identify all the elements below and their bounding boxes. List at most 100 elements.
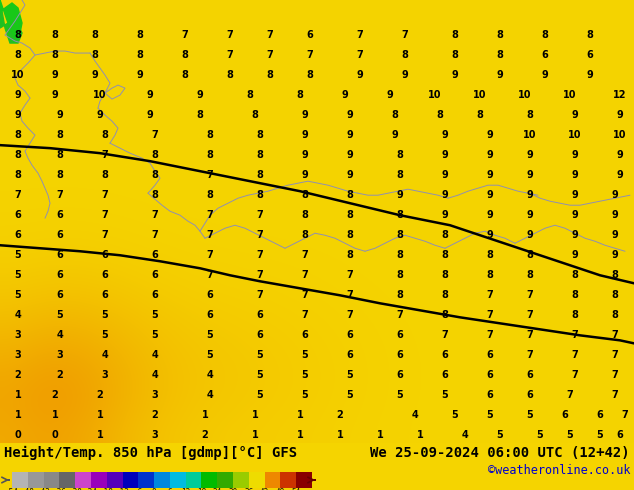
Text: 9: 9: [487, 170, 493, 180]
Bar: [186, 472, 202, 488]
Text: 9: 9: [136, 70, 143, 80]
Text: 6: 6: [56, 230, 63, 240]
Text: 9: 9: [96, 110, 103, 120]
Text: 9: 9: [612, 210, 618, 220]
Text: 7: 7: [257, 210, 263, 220]
Text: 8: 8: [257, 170, 264, 180]
Text: 9: 9: [347, 110, 353, 120]
Text: 8: 8: [572, 270, 578, 280]
Text: 6: 6: [152, 290, 158, 300]
Text: 8: 8: [527, 250, 533, 260]
Text: 8: 8: [441, 270, 448, 280]
Text: 8: 8: [396, 210, 403, 220]
Bar: [264, 472, 280, 488]
Text: 7: 7: [101, 210, 108, 220]
Text: 6: 6: [152, 250, 158, 260]
Text: 5: 5: [15, 250, 22, 260]
Text: 7: 7: [101, 190, 108, 200]
Text: 8: 8: [437, 110, 443, 120]
Text: 8: 8: [15, 130, 22, 140]
Text: 8: 8: [207, 190, 214, 200]
Text: 7: 7: [101, 150, 108, 160]
Text: We 25-09-2024 06:00 UTC (12+42): We 25-09-2024 06:00 UTC (12+42): [370, 446, 630, 460]
Text: 9: 9: [387, 90, 393, 100]
Text: 8: 8: [257, 190, 264, 200]
Bar: [202, 472, 217, 488]
Bar: [12, 472, 28, 488]
Text: 2: 2: [51, 391, 58, 400]
Text: 6: 6: [207, 310, 214, 320]
Text: 8: 8: [15, 150, 22, 160]
Text: 10: 10: [11, 70, 25, 80]
Text: 7: 7: [302, 270, 308, 280]
Text: 1: 1: [297, 430, 304, 441]
Text: -30: -30: [68, 488, 82, 490]
Bar: [296, 472, 312, 488]
Text: 8: 8: [572, 290, 578, 300]
Text: 7: 7: [207, 270, 214, 280]
Text: -54: -54: [5, 488, 19, 490]
Text: 6: 6: [562, 411, 568, 420]
Text: 9: 9: [572, 250, 578, 260]
Text: 8: 8: [101, 130, 108, 140]
Text: 9: 9: [392, 130, 398, 140]
Text: 6: 6: [397, 330, 403, 341]
Text: 9: 9: [487, 210, 493, 220]
Bar: [44, 472, 60, 488]
Text: 9: 9: [51, 90, 58, 100]
Text: 7: 7: [487, 330, 493, 341]
Text: 5: 5: [15, 290, 22, 300]
Text: 5: 5: [451, 411, 458, 420]
Text: 9: 9: [527, 170, 533, 180]
Text: 10: 10: [563, 90, 577, 100]
Text: 8: 8: [396, 250, 403, 260]
Text: 18: 18: [197, 488, 206, 490]
Text: 7: 7: [487, 290, 493, 300]
Text: 8: 8: [207, 130, 214, 140]
Text: 7: 7: [612, 350, 618, 360]
Text: 8: 8: [136, 50, 143, 60]
Text: 5: 5: [207, 350, 214, 360]
Text: 6: 6: [487, 370, 493, 380]
Text: 8: 8: [15, 50, 22, 60]
Text: 4: 4: [15, 310, 22, 320]
Text: 7: 7: [612, 391, 618, 400]
Text: 7: 7: [226, 30, 233, 40]
Text: 8: 8: [56, 150, 63, 160]
Text: 5: 5: [442, 391, 448, 400]
Text: 6: 6: [167, 488, 172, 490]
Text: 8: 8: [302, 210, 308, 220]
Text: 5: 5: [257, 370, 263, 380]
Text: 4: 4: [411, 411, 418, 420]
Text: 6: 6: [347, 330, 353, 341]
Text: 7: 7: [527, 330, 533, 341]
Text: Height/Temp. 850 hPa [gdmp][°C] GFS: Height/Temp. 850 hPa [gdmp][°C] GFS: [4, 446, 297, 460]
Text: 8: 8: [51, 30, 58, 40]
Text: 8: 8: [527, 110, 533, 120]
Text: 8: 8: [91, 30, 98, 40]
Text: 1: 1: [377, 430, 384, 441]
Bar: [75, 472, 91, 488]
Text: 9: 9: [442, 190, 448, 200]
Text: 7: 7: [612, 330, 618, 341]
Text: 9: 9: [586, 70, 593, 80]
Text: 8: 8: [197, 110, 204, 120]
Text: 8: 8: [612, 310, 618, 320]
Text: 1: 1: [96, 430, 103, 441]
Text: 9: 9: [527, 150, 533, 160]
Text: 30: 30: [228, 488, 238, 490]
Text: 8: 8: [572, 310, 578, 320]
Text: 5: 5: [536, 430, 543, 441]
Text: 7: 7: [181, 30, 188, 40]
Text: 8: 8: [307, 70, 313, 80]
Text: 2: 2: [152, 411, 158, 420]
Text: 8: 8: [496, 30, 503, 40]
Text: 7: 7: [347, 310, 353, 320]
Text: 1: 1: [202, 411, 209, 420]
Bar: [28, 472, 44, 488]
Text: 3: 3: [101, 370, 108, 380]
Text: 6: 6: [56, 210, 63, 220]
Text: 6: 6: [15, 210, 22, 220]
Text: 7: 7: [152, 130, 158, 140]
Text: 5: 5: [302, 350, 308, 360]
